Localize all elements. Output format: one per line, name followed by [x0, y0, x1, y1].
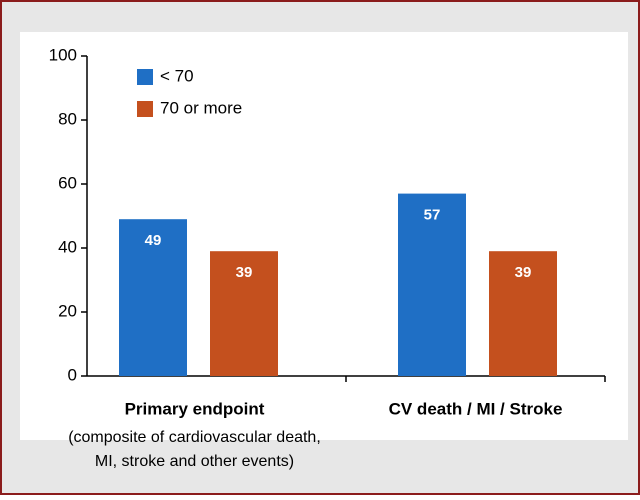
- x-tick-sublabel: MI, stroke and other events): [95, 453, 294, 470]
- bar: [210, 251, 278, 376]
- y-tick-label: 20: [58, 301, 77, 320]
- plot-panel: [20, 32, 628, 440]
- y-tick-label: 40: [58, 237, 77, 256]
- legend-swatch: [137, 69, 153, 85]
- y-tick-label: 0: [68, 365, 77, 384]
- legend-swatch: [137, 101, 153, 117]
- value-label: 39: [515, 264, 532, 281]
- value-label: 39: [236, 264, 253, 281]
- bar: [119, 219, 187, 376]
- legend-label: < 70: [160, 66, 194, 85]
- x-tick-label: Primary endpoint: [125, 399, 265, 418]
- value-label: 57: [424, 207, 441, 224]
- y-tick-label: 60: [58, 173, 77, 192]
- y-tick-label: 100: [49, 45, 77, 64]
- x-tick-sublabel: (composite of cardiovascular death,: [68, 429, 321, 446]
- bar: [489, 251, 557, 376]
- bar: [398, 193, 466, 376]
- value-label: 49: [145, 232, 162, 249]
- y-tick-label: 80: [58, 109, 77, 128]
- x-tick-label: CV death / MI / Stroke: [389, 399, 563, 418]
- legend-label: 70 or more: [160, 98, 242, 117]
